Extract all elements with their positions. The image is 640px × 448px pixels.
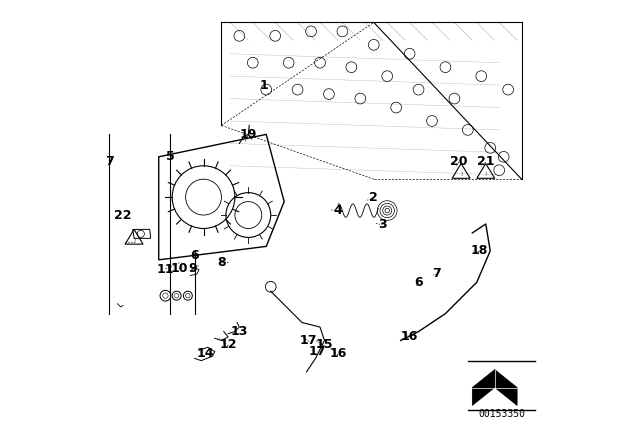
Text: 21: 21: [477, 155, 495, 168]
Text: 9: 9: [188, 262, 196, 276]
Text: 12: 12: [220, 338, 237, 352]
Text: 17: 17: [309, 345, 326, 358]
Text: 22: 22: [114, 208, 132, 222]
Text: 19: 19: [239, 128, 257, 141]
Text: 2: 2: [369, 190, 378, 204]
Text: 00153350: 00153350: [478, 409, 525, 419]
Text: 3: 3: [378, 217, 387, 231]
Text: 15: 15: [316, 338, 333, 352]
Text: 4: 4: [333, 204, 342, 217]
Text: 18: 18: [470, 244, 488, 258]
Text: 6: 6: [190, 249, 199, 262]
Text: !: !: [460, 172, 462, 177]
Text: 5: 5: [166, 150, 174, 164]
Text: 11: 11: [157, 263, 174, 276]
Text: 14: 14: [197, 347, 214, 361]
Text: 20: 20: [450, 155, 468, 168]
Polygon shape: [472, 370, 517, 405]
Text: 17: 17: [300, 334, 317, 347]
Text: 13: 13: [230, 325, 248, 338]
Text: !: !: [133, 237, 135, 243]
Text: !: !: [484, 172, 487, 177]
Text: 1: 1: [260, 78, 268, 92]
Text: 10: 10: [170, 262, 188, 276]
Text: 7: 7: [105, 155, 114, 168]
Text: 8: 8: [217, 255, 226, 269]
Text: 16: 16: [329, 347, 347, 361]
Text: 7: 7: [432, 267, 441, 280]
Text: 6: 6: [414, 276, 423, 289]
Text: 16: 16: [401, 329, 419, 343]
